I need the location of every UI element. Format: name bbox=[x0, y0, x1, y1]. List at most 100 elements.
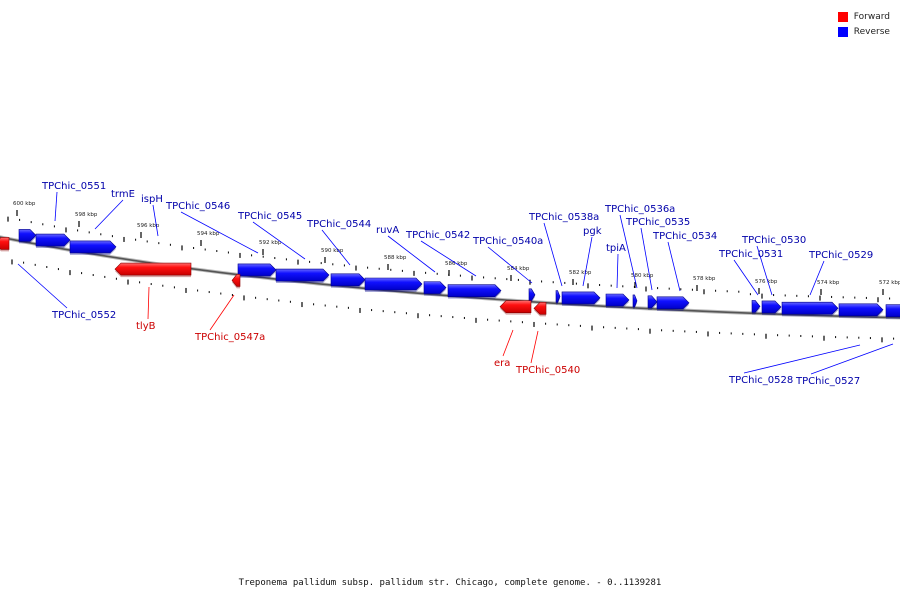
leader-line bbox=[530, 330, 539, 364]
gene-arrow bbox=[275, 268, 330, 282]
gene-arrow bbox=[0, 237, 10, 250]
tick-label: 572 kbp bbox=[879, 280, 900, 286]
legend-label-forward: Forward bbox=[853, 11, 890, 22]
leader-line bbox=[502, 329, 514, 357]
tick-label: 592 kbp bbox=[259, 240, 282, 246]
tick-label: 582 kbp bbox=[569, 270, 592, 276]
legend-item-reverse: Reverse bbox=[837, 24, 890, 39]
gene-arrow bbox=[114, 262, 192, 276]
leader-line bbox=[743, 344, 861, 374]
gene-arrow bbox=[761, 300, 782, 314]
leader-line bbox=[252, 221, 306, 260]
leader-line bbox=[543, 222, 563, 287]
legend: Forward Reverse bbox=[837, 9, 890, 39]
gene-arrow bbox=[35, 233, 71, 247]
tick-label: 580 kbp bbox=[631, 273, 654, 279]
gene-arrow bbox=[330, 273, 366, 287]
tick-label: 588 kbp bbox=[384, 255, 407, 261]
tick-label: 600 kbp bbox=[13, 201, 36, 207]
gene-label: TPChic_0540 bbox=[515, 365, 580, 376]
gene-arrow bbox=[555, 290, 561, 303]
leader-line-layer bbox=[17, 191, 894, 375]
gene-label: TPChic_0544 bbox=[306, 219, 371, 230]
leader-line bbox=[152, 204, 159, 237]
tick-label: 596 kbp bbox=[137, 223, 160, 229]
leader-line bbox=[733, 259, 759, 296]
gene-arrow bbox=[561, 291, 601, 305]
leader-line bbox=[640, 227, 653, 291]
legend-item-forward: Forward bbox=[837, 9, 890, 24]
leader-line bbox=[756, 245, 773, 296]
leader-line bbox=[809, 260, 825, 296]
gene-arrow bbox=[69, 240, 117, 254]
gene-label: ispH bbox=[141, 194, 163, 205]
gene-label: tlyB bbox=[136, 321, 156, 332]
gene-label: TPChic_0551 bbox=[41, 181, 106, 192]
gene-label: TPChic_0546 bbox=[165, 201, 230, 212]
leader-line bbox=[667, 241, 681, 292]
gene-arrow bbox=[885, 304, 900, 318]
gene-label: TPChic_0528 bbox=[728, 375, 793, 386]
gene-arrow bbox=[423, 281, 447, 294]
leader-line bbox=[810, 343, 894, 375]
gene-arrow bbox=[781, 301, 839, 315]
gene-label: TPChic_0536a bbox=[604, 204, 675, 215]
backbone-layer bbox=[0, 235, 900, 320]
gene-label: era bbox=[494, 358, 510, 369]
gene-label: TPChic_0531 bbox=[718, 249, 783, 260]
gene-arrow bbox=[18, 229, 37, 242]
leader-line bbox=[17, 263, 68, 309]
gene-label: TPChic_0535 bbox=[625, 217, 690, 228]
legend-label-reverse: Reverse bbox=[853, 26, 890, 37]
gene-arrow bbox=[231, 274, 241, 287]
reverse-swatch bbox=[837, 26, 848, 37]
backbone-line bbox=[0, 236, 900, 319]
leader-line bbox=[387, 235, 436, 273]
leader-line bbox=[147, 286, 150, 320]
gene-label: TPChic_0527 bbox=[795, 376, 860, 387]
leader-line bbox=[321, 229, 351, 266]
gene-label: TPChic_0540a bbox=[472, 236, 543, 247]
gene-arrow bbox=[656, 296, 690, 310]
gene-label: ruvA bbox=[376, 225, 399, 236]
gene-label: TPChic_0530 bbox=[741, 235, 806, 246]
leader-line bbox=[94, 199, 124, 230]
gene-label: TPChic_0545 bbox=[237, 211, 302, 222]
gene-label: trmE bbox=[111, 189, 135, 200]
gene-layer bbox=[0, 229, 900, 319]
leader-line bbox=[180, 211, 259, 254]
gene-label: TPChic_0547a bbox=[194, 332, 265, 343]
leader-line bbox=[616, 253, 619, 289]
leader-line bbox=[54, 191, 58, 222]
gene-arrow bbox=[364, 277, 423, 291]
gene-arrow bbox=[632, 294, 638, 308]
tick-label: 574 kbp bbox=[817, 280, 840, 286]
gene-arrow bbox=[499, 300, 532, 313]
gene-arrow bbox=[647, 295, 658, 309]
gene-arrow bbox=[838, 303, 884, 317]
tick-label: 590 kbp bbox=[321, 248, 344, 254]
gene-arrow bbox=[751, 300, 761, 313]
gene-label: TPChic_0552 bbox=[51, 310, 116, 321]
gene-label: pgk bbox=[583, 226, 602, 237]
tick-label: 584 kbp bbox=[507, 266, 530, 272]
gene-arrow bbox=[237, 263, 277, 277]
gene-arrow bbox=[605, 293, 630, 307]
tick-label: 594 kbp bbox=[197, 231, 220, 237]
gene-label: TPChic_0542 bbox=[405, 230, 470, 241]
gene-arrow bbox=[447, 284, 502, 297]
gene-label: TPChic_0534 bbox=[652, 231, 717, 242]
tick-label: 578 kbp bbox=[693, 276, 716, 282]
leader-line bbox=[209, 294, 235, 331]
leader-line bbox=[582, 236, 593, 287]
leader-line bbox=[420, 240, 477, 277]
gene-label: tpiA bbox=[606, 243, 626, 254]
genome-caption: Treponema pallidum subsp. pallidum str. … bbox=[238, 578, 662, 588]
tick-label: 576 kbp bbox=[755, 279, 778, 285]
gene-label: TPChic_0538a bbox=[528, 212, 599, 223]
leader-line bbox=[619, 214, 638, 289]
forward-swatch bbox=[837, 11, 848, 22]
gene-arrow bbox=[533, 302, 547, 315]
